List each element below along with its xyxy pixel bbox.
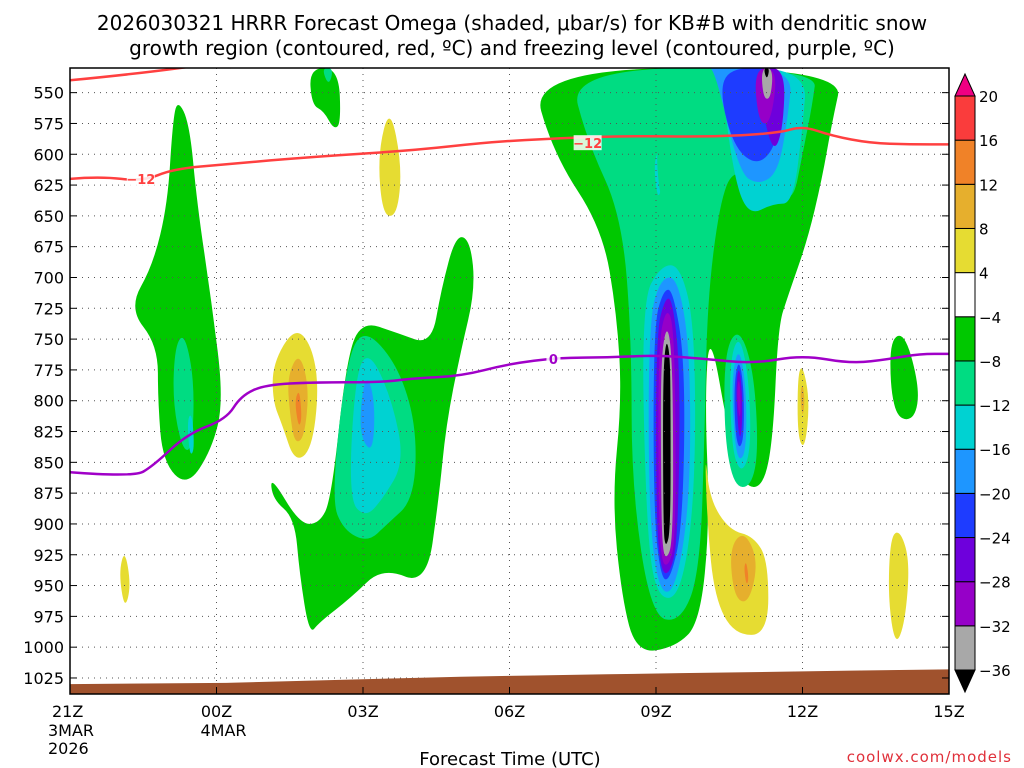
colorbar-box [954, 492, 976, 539]
y-tick-label: 675 [33, 238, 64, 257]
y-tick-label: 750 [33, 330, 64, 349]
freezing-contour-label: 0 [549, 353, 558, 368]
colorbar-label: −8 [979, 353, 1001, 371]
omega-cell-east-low [737, 381, 741, 417]
dgz-contour [70, 126, 949, 181]
y-tick-label: 650 [33, 207, 64, 226]
y-tick-label: 700 [33, 268, 64, 287]
y-tick-label: 1025 [23, 669, 64, 688]
colorbar-box [954, 625, 976, 671]
omega-cell-west [135, 104, 221, 480]
colorbar-box [954, 95, 976, 141]
x-tick-sublabel: 3MAR [48, 721, 94, 740]
omega-pos-cell-b [379, 118, 401, 216]
x-tick-label: 15Z [933, 702, 964, 721]
colorbar-label: −16 [979, 441, 1011, 459]
y-tick-label: 600 [33, 145, 64, 164]
x-tick-label: 21Z [52, 702, 83, 721]
colorbar-box [954, 537, 976, 583]
x-axis-label: Forecast Time (UTC) [419, 749, 600, 768]
y-tick-label: 625 [33, 176, 64, 195]
omega-cell-upper-green [657, 146, 665, 196]
y-tick-label: 875 [33, 484, 64, 503]
colorbar-box [954, 227, 976, 274]
omega-cell-mid [360, 380, 375, 448]
x-tick-label: 00Z [201, 702, 232, 721]
x-tick-label: 12Z [787, 702, 818, 721]
colorbar-box [954, 448, 976, 494]
y-axis: 550 575 600 625 650 675 700 725 750 775 800 825 850 8… [23, 84, 949, 688]
x-tick-label: 09Z [640, 702, 671, 721]
terrain [70, 669, 949, 694]
colorbar-label: −36 [979, 662, 1011, 680]
colorbar-label: 12 [979, 176, 998, 194]
dgz-contour-label: −12 [573, 137, 602, 152]
omega-cell-main [663, 343, 671, 544]
colorbar-label: −20 [979, 485, 1011, 503]
omega-pos-cell-d [731, 535, 756, 602]
chart-title-line-1: 2026030321 HRRR Forecast Omega (shaded, … [97, 11, 927, 35]
omega-pos-cell-d [744, 563, 749, 584]
x-tick-label: 03Z [347, 702, 378, 721]
colorbar-label: −4 [979, 309, 1001, 327]
y-tick-label: 775 [33, 361, 64, 380]
x-tick-sublabel: 2026 [48, 739, 89, 758]
credit-text: coolwx.com/models [847, 748, 1012, 766]
colorbar-label: −32 [979, 618, 1011, 636]
colorbar-box [954, 404, 976, 450]
y-tick-label: 725 [33, 299, 64, 318]
y-tick-label: 550 [33, 84, 64, 103]
dgz-label-bg [573, 135, 602, 151]
dgz-label-bg [126, 170, 155, 186]
omega-cell-top-left [310, 68, 341, 128]
colorbar-label: −12 [979, 397, 1011, 415]
y-tick-label: 575 [33, 114, 64, 133]
y-tick-label: 925 [33, 546, 64, 565]
colorbar-label: 20 [979, 88, 998, 106]
x-tick-sublabel: 4MAR [201, 721, 247, 740]
omega-pos-cell-c [120, 555, 130, 603]
dgz-contour-label: −12 [126, 173, 155, 188]
y-tick-label: 1000 [23, 638, 64, 657]
colorbar-label: 4 [979, 265, 989, 283]
chart-title-line-2: growth region (contoured, red, ºC) and f… [129, 36, 895, 60]
omega-shading [120, 68, 918, 651]
colorbar: 20 16 12 8 4 −4 −8 −12 −16 −20 −24 −28 −32 −36 [954, 72, 1011, 694]
temperature-contours: −12 −12 0 [70, 68, 949, 476]
freezing-label-bg [546, 350, 561, 366]
omega-pos-cell-f [800, 385, 805, 414]
colorbar-label: −28 [979, 574, 1011, 592]
omega-cell-east [764, 68, 769, 78]
terrain-fill [70, 669, 949, 694]
colorbar-box [954, 360, 976, 406]
colorbar-label: 8 [979, 220, 989, 238]
colorbar-box [954, 272, 976, 318]
colorbar-box [954, 183, 976, 229]
x-tick-label: 06Z [494, 702, 525, 721]
omega-cell-main [577, 68, 815, 620]
omega-pos-cell-a [295, 392, 302, 425]
y-tick-label: 900 [33, 515, 64, 534]
y-tick-label: 850 [33, 453, 64, 472]
colorbar-label: −24 [979, 530, 1011, 548]
omega-cell-top-left [323, 68, 332, 82]
y-tick-label: 825 [33, 423, 64, 442]
y-tick-label: 950 [33, 577, 64, 596]
freezing-level-contour [70, 352, 949, 476]
y-tick-label: 800 [33, 392, 64, 411]
colorbar-box [954, 316, 976, 362]
omega-cell-east [762, 68, 773, 99]
y-tick-label: 975 [33, 607, 64, 626]
colorbar-label: 16 [979, 132, 998, 150]
colorbar-box [954, 139, 976, 185]
colorbar-box [954, 581, 976, 627]
